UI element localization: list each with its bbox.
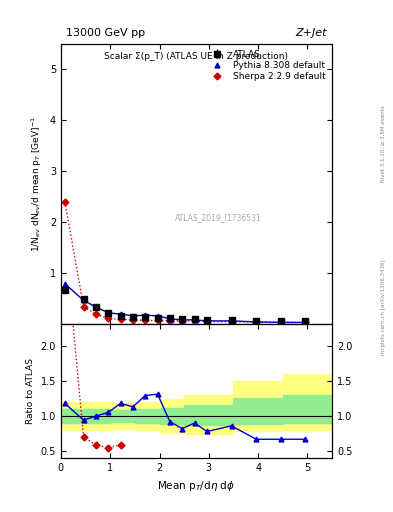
Text: mcplots.cern.ch [arXiv:1306.3436]: mcplots.cern.ch [arXiv:1306.3436] — [381, 260, 386, 355]
Pythia 8.308 default — [167, 316, 172, 322]
Sherpa 2.2.9 default — [118, 316, 123, 323]
Pythia 8.308 default — [254, 319, 259, 325]
Text: Rivet 3.1.10, ≥ 3.5M events: Rivet 3.1.10, ≥ 3.5M events — [381, 105, 386, 182]
Pythia 8.308 default — [229, 318, 234, 324]
Text: Scalar Σ(p_T) (ATLAS UE in Z production): Scalar Σ(p_T) (ATLAS UE in Z production) — [105, 52, 288, 61]
Pythia 8.308 default — [279, 319, 283, 326]
Pythia 8.308 default — [303, 319, 308, 326]
Pythia 8.308 default — [130, 313, 135, 319]
Text: ATLAS_2019_I1736531: ATLAS_2019_I1736531 — [175, 213, 262, 222]
Line: Sherpa 2.2.9 default: Sherpa 2.2.9 default — [62, 200, 308, 325]
Sherpa 2.2.9 default — [81, 304, 86, 310]
Pythia 8.308 default — [192, 317, 197, 323]
X-axis label: Mean p$_T$/d$\eta$ d$\phi$: Mean p$_T$/d$\eta$ d$\phi$ — [158, 479, 235, 493]
Pythia 8.308 default — [204, 318, 209, 324]
Line: Pythia 8.308 default: Pythia 8.308 default — [62, 281, 308, 325]
Sherpa 2.2.9 default — [279, 319, 283, 326]
Pythia 8.308 default — [155, 313, 160, 319]
Y-axis label: Ratio to ATLAS: Ratio to ATLAS — [26, 358, 35, 424]
Sherpa 2.2.9 default — [229, 319, 234, 325]
Y-axis label: 1/N$_{ev}$ dN$_{ev}$/d mean p$_T$ [GeV]$^{-1}$: 1/N$_{ev}$ dN$_{ev}$/d mean p$_T$ [GeV]$… — [30, 116, 44, 252]
Legend: ATLAS, Pythia 8.308 default, Sherpa 2.2.9 default: ATLAS, Pythia 8.308 default, Sherpa 2.2.… — [204, 48, 328, 83]
Sherpa 2.2.9 default — [130, 317, 135, 323]
Pythia 8.308 default — [118, 311, 123, 317]
Sherpa 2.2.9 default — [303, 319, 308, 326]
Sherpa 2.2.9 default — [204, 318, 209, 325]
Pythia 8.308 default — [180, 317, 185, 323]
Sherpa 2.2.9 default — [155, 317, 160, 324]
Sherpa 2.2.9 default — [180, 318, 185, 324]
Sherpa 2.2.9 default — [62, 199, 67, 205]
Sherpa 2.2.9 default — [254, 319, 259, 325]
Text: 13000 GeV pp: 13000 GeV pp — [66, 28, 145, 38]
Pythia 8.308 default — [62, 281, 67, 287]
Text: Z+Jet: Z+Jet — [295, 28, 327, 38]
Sherpa 2.2.9 default — [167, 318, 172, 324]
Sherpa 2.2.9 default — [106, 315, 110, 322]
Sherpa 2.2.9 default — [143, 317, 148, 324]
Pythia 8.308 default — [106, 310, 110, 316]
Pythia 8.308 default — [81, 297, 86, 304]
Pythia 8.308 default — [94, 304, 98, 310]
Sherpa 2.2.9 default — [94, 311, 98, 317]
Pythia 8.308 default — [143, 312, 148, 318]
